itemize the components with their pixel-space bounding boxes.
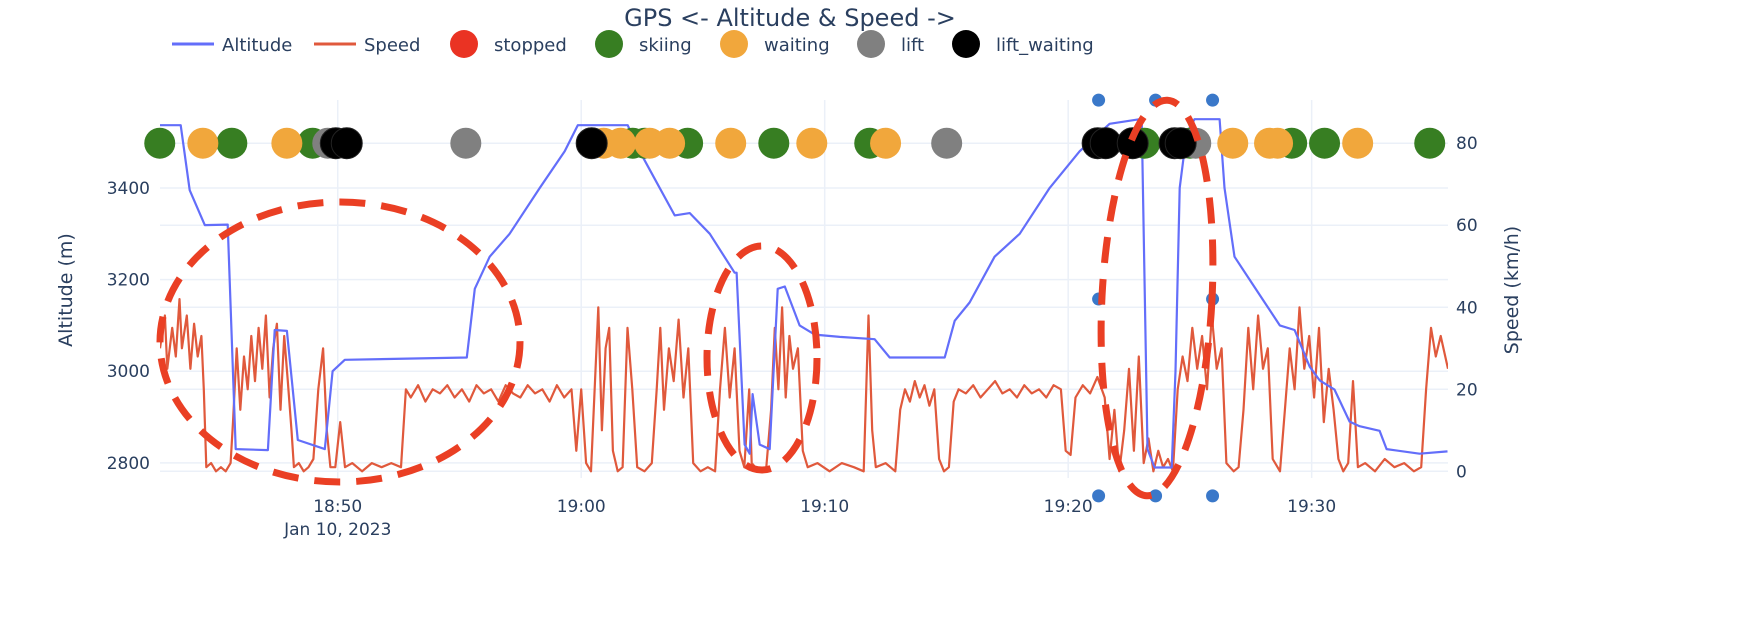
legend-lift-marker-swatch [857,30,885,58]
legend-label: lift [901,35,924,56]
status-marker-waiting [605,127,637,159]
status-marker-skiing [216,127,248,159]
legend-label: lift_waiting [996,35,1094,56]
blue-marker [1149,489,1163,503]
annotation-ellipse [156,198,524,486]
legend-label: skiing [639,35,692,56]
status-marker-skiing [144,127,176,159]
blue-marker [1206,93,1220,107]
status-marker-waiting [715,127,747,159]
speed-line [160,298,1448,473]
status-marker-waiting [1262,127,1294,159]
status-marker-lift-waiting [1164,127,1197,160]
status-marker-lift-waiting [1089,127,1122,160]
status-marker-waiting [187,127,219,159]
status-marker-skiing [1414,127,1446,159]
legend-lift-waiting-marker-swatch [952,30,980,58]
x-tick-label: 19:10 [800,497,849,517]
status-marker-lift [931,127,963,159]
legend-waiting-marker-swatch [720,30,748,58]
annotation-ellipse [1097,96,1217,500]
y-left-tick-label: 3200 [107,271,150,291]
status-marker-waiting [271,127,303,159]
status-marker-lift-waiting [1116,127,1149,160]
legend: Altitude Speed stopped skiing waiting lift lif… [172,30,1094,58]
y-right-tick-label: 40 [1456,298,1478,318]
legend-skiing-marker-swatch [595,30,623,58]
status-marker-lift [450,127,482,159]
blue-marker [1092,489,1106,503]
status-marker-waiting [870,127,902,159]
status-marker-waiting [654,127,686,159]
y-axis-right: 0 20 40 60 80 [1456,134,1478,482]
x-tick-label: 19:00 [557,497,606,517]
y-left-tick-label: 3400 [107,179,150,199]
y-axis-left: 2800 3000 3200 3400 [107,179,150,474]
legend-label: waiting [764,35,830,56]
y-left-tick-label: 2800 [107,454,150,474]
status-marker-lift-waiting [330,127,363,160]
status-marker-waiting [1217,127,1249,159]
status-marker-waiting [796,127,828,159]
x-tick-label: 18:50 [313,497,362,517]
legend-label: stopped [494,35,567,56]
y-axis-right-label: Speed (km/h) [1501,226,1523,354]
x-tick-sublabel: Jan 10, 2023 [283,520,391,540]
y-axis-left-label: Altitude (m) [55,233,77,347]
legend-stopped-marker-swatch [450,30,478,58]
status-marker-skiing [1309,127,1341,159]
status-marker-waiting [1342,127,1374,159]
blue-marker [1206,489,1220,503]
x-tick-label: 19:30 [1287,497,1336,517]
annotation-shapes [156,96,1217,500]
x-tick-label: 19:20 [1044,497,1093,517]
legend-label: Altitude [222,35,292,56]
y-right-tick-label: 80 [1456,134,1478,154]
chart-title: GPS <- Altitude & Speed -> [624,4,956,32]
plot-area [144,93,1448,503]
blue-marker [1092,93,1106,107]
legend-label: Speed [364,35,420,56]
status-marker-skiing [758,127,790,159]
y-right-tick-label: 60 [1456,216,1478,236]
y-right-tick-label: 20 [1456,380,1478,400]
x-axis: 18:50 Jan 10, 2023 19:00 19:10 19:20 19:30 [283,497,1336,540]
annotation-ellipse [703,242,821,474]
y-right-tick-label: 0 [1456,462,1467,482]
status-marker-lift-waiting [575,127,608,160]
y-left-tick-label: 3000 [107,362,150,382]
